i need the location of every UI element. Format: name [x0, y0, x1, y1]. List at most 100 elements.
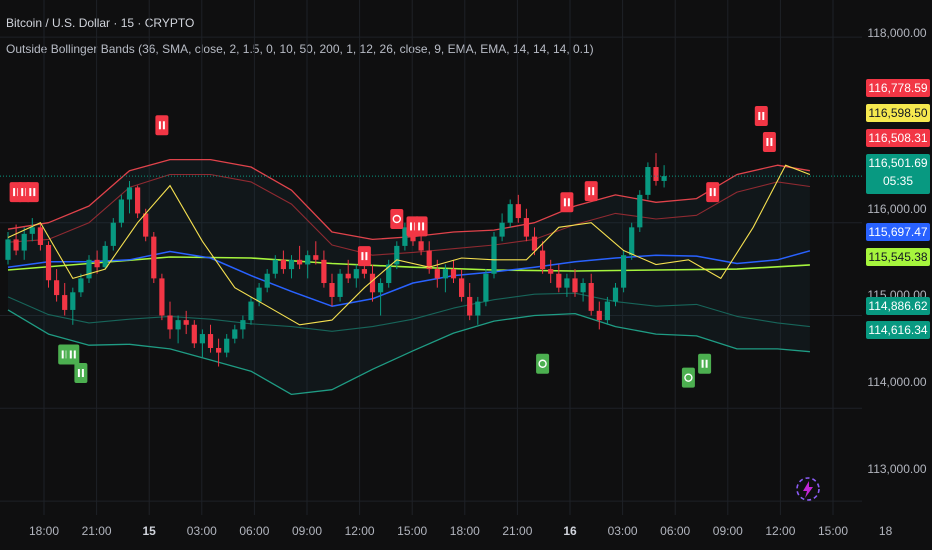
candle-body: [540, 250, 546, 270]
indicator-legend[interactable]: Outside Bollinger Bands (36, SMA, close,…: [6, 42, 594, 56]
sell-signal-marker: [414, 216, 428, 237]
sell-signal-marker: [357, 246, 371, 267]
candle-body: [507, 204, 513, 223]
time-tick: 15:00: [817, 524, 849, 538]
candle-body: [248, 301, 254, 321]
sell-signal-marker-pause-icon: [758, 111, 761, 120]
sell-signal-marker-pause-icon: [410, 222, 412, 231]
candle-body: [645, 167, 651, 195]
candle-body: [459, 278, 465, 297]
sell-signal-marker-pause-icon: [29, 188, 32, 197]
series-ema_mid: [7, 250, 811, 307]
candle-body: [297, 259, 303, 265]
candle-body: [475, 301, 481, 316]
buy-signal-marker-recycle-icon: [684, 373, 693, 382]
candle-body: [70, 292, 76, 310]
candle-body: [596, 310, 602, 321]
chart-title[interactable]: Bitcoin / U.S. Dollar · 15 · CRYPTO: [6, 16, 195, 30]
time-tick: 18:00: [28, 524, 60, 538]
badge-ema-fast-price: 116,598.50: [866, 104, 930, 122]
candle-body: [402, 227, 408, 246]
buy-signal-marker-pause-icon: [73, 350, 76, 359]
candle-body: [515, 204, 521, 219]
candle-body: [21, 233, 27, 251]
buy-signal-marker-pause-icon: [81, 369, 84, 378]
candle-body: [434, 269, 440, 279]
time-tick: 03:00: [607, 524, 638, 538]
candle-body: [564, 278, 570, 288]
time-tick: 06:00: [660, 524, 691, 538]
candle-body: [45, 244, 52, 281]
candle-body: [86, 259, 92, 279]
time-axis[interactable]: 18:00 21:00 15 03:00 06:00 09:00 12:00 15:00 18:…: [0, 515, 892, 550]
sell-signal-marker-pause-icon: [365, 252, 368, 261]
candle-body: [280, 259, 286, 270]
candle-body: [531, 236, 538, 251]
candle-body: [143, 213, 149, 237]
candle-body: [240, 320, 246, 330]
last-price-value: 116,501.69: [868, 156, 928, 170]
time-tick: 21:00: [81, 524, 112, 538]
candle-body: [29, 227, 35, 234]
sell-signal-marker-pause-icon: [158, 121, 161, 130]
candle-body: [386, 264, 392, 284]
time-tick: 03:00: [186, 524, 217, 538]
candle-body: [467, 296, 473, 316]
sell-signal-marker-pause-icon: [13, 188, 16, 197]
candle-body: [612, 287, 619, 302]
price-plot[interactable]: [0, 0, 862, 515]
candle-body: [183, 320, 189, 325]
candle-body: [224, 338, 230, 353]
candle-countdown: 05:35: [882, 174, 914, 188]
candle-body: [345, 273, 351, 279]
candle-body: [442, 269, 448, 279]
candle-body: [199, 334, 205, 344]
candle-body: [548, 269, 554, 274]
candle-body: [191, 324, 197, 344]
candle-body: [426, 250, 432, 270]
sell-signal-marker-pause-icon: [422, 222, 425, 231]
candle-body: [37, 227, 43, 245]
sell-signal-marker-pause-icon: [709, 188, 712, 197]
badge-lower-inner-price: 114,886.62: [866, 297, 930, 315]
sell-signal-marker-pause-icon: [770, 137, 773, 146]
candle-body: [207, 334, 214, 348]
price-tick: 114,000.00: [867, 375, 927, 389]
buy-signal-marker: [66, 344, 80, 365]
time-tick: 15: [142, 524, 156, 538]
time-tick: 12:00: [765, 524, 796, 538]
time-tick: 12:00: [344, 524, 375, 538]
candle-body: [378, 283, 384, 293]
candle-body: [499, 222, 505, 237]
candle-body: [321, 259, 327, 284]
lightning-logo-icon[interactable]: [794, 475, 822, 503]
sell-signal-marker: [762, 131, 776, 152]
candle-body: [572, 278, 578, 293]
time-tick: 18:00: [449, 524, 480, 538]
candle-body: [653, 167, 659, 181]
sell-signal-marker-pause-icon: [588, 187, 591, 196]
time-tick: 21:00: [502, 524, 533, 538]
candle-body: [353, 269, 359, 279]
candle-body: [54, 280, 60, 296]
candle-body: [151, 236, 157, 279]
buy-signal-marker: [698, 353, 712, 374]
sell-signal-marker: [390, 208, 404, 229]
time-tick: 06:00: [239, 524, 270, 538]
buy-signal-marker: [681, 367, 695, 388]
buy-signal-marker-pause-icon: [705, 359, 708, 368]
buy-signal-marker: [536, 353, 550, 374]
buy-signal-marker-pause-icon: [701, 359, 704, 368]
buy-signal-marker-pause-icon: [77, 369, 80, 378]
badge-ema-slow-price: 115,545.38: [866, 248, 930, 266]
time-tick: 16: [563, 524, 577, 538]
price-tick: 116,000.00: [867, 202, 927, 216]
series-ema_slow: [7, 256, 810, 272]
candle-body: [78, 278, 84, 293]
sell-signal-marker: [25, 182, 39, 203]
candle-body: [135, 187, 141, 214]
series-ema_fast: [7, 164, 811, 326]
candle-body: [523, 218, 529, 237]
buy-signal-marker: [74, 363, 88, 384]
candle-body: [62, 295, 68, 310]
